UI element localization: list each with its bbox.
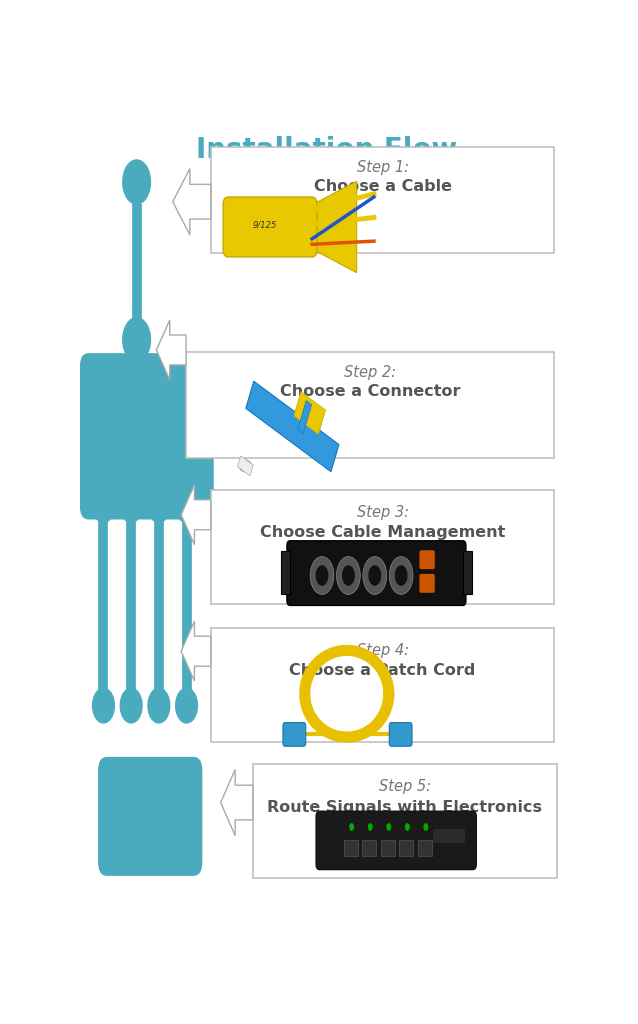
Text: Choose a Connector: Choose a Connector: [280, 384, 461, 399]
FancyBboxPatch shape: [253, 764, 557, 879]
Polygon shape: [237, 456, 253, 476]
Circle shape: [389, 557, 413, 594]
Text: Installation Flow: Installation Flow: [197, 136, 457, 165]
FancyBboxPatch shape: [399, 841, 413, 856]
Text: Step 3:: Step 3:: [357, 505, 408, 520]
FancyBboxPatch shape: [418, 841, 432, 856]
Circle shape: [349, 823, 354, 830]
FancyBboxPatch shape: [186, 351, 554, 458]
Circle shape: [310, 557, 334, 594]
Circle shape: [336, 557, 360, 594]
Circle shape: [93, 688, 114, 723]
Polygon shape: [181, 484, 211, 545]
FancyBboxPatch shape: [211, 628, 554, 741]
Circle shape: [363, 557, 387, 594]
FancyBboxPatch shape: [98, 757, 202, 876]
FancyBboxPatch shape: [419, 573, 434, 593]
Text: Step 1:: Step 1:: [357, 161, 408, 175]
Polygon shape: [173, 169, 211, 234]
Circle shape: [405, 823, 410, 830]
Polygon shape: [156, 319, 186, 380]
FancyBboxPatch shape: [381, 841, 395, 856]
Circle shape: [175, 688, 197, 723]
Text: 9/125: 9/125: [253, 221, 278, 229]
Circle shape: [342, 565, 355, 586]
FancyBboxPatch shape: [287, 541, 466, 605]
Polygon shape: [293, 392, 325, 434]
Polygon shape: [312, 181, 357, 272]
FancyBboxPatch shape: [362, 841, 376, 856]
FancyBboxPatch shape: [80, 353, 214, 519]
FancyBboxPatch shape: [344, 841, 358, 856]
Polygon shape: [181, 622, 211, 681]
Circle shape: [368, 565, 381, 586]
FancyBboxPatch shape: [419, 550, 434, 569]
Circle shape: [122, 160, 151, 204]
Text: Choose a Patch Cord: Choose a Patch Cord: [290, 664, 476, 679]
Polygon shape: [221, 769, 253, 836]
Circle shape: [121, 488, 142, 522]
Circle shape: [93, 488, 114, 522]
FancyBboxPatch shape: [463, 551, 472, 594]
FancyBboxPatch shape: [283, 723, 306, 746]
Circle shape: [424, 823, 428, 830]
FancyBboxPatch shape: [433, 828, 466, 843]
Circle shape: [148, 488, 170, 522]
FancyBboxPatch shape: [211, 146, 554, 253]
FancyBboxPatch shape: [281, 551, 290, 594]
FancyBboxPatch shape: [223, 197, 317, 257]
Circle shape: [395, 565, 408, 586]
Circle shape: [175, 488, 197, 522]
Ellipse shape: [239, 460, 251, 472]
Text: Choose Cable Management: Choose Cable Management: [260, 525, 505, 541]
Text: Route Signals with Electronics: Route Signals with Electronics: [267, 800, 542, 815]
FancyBboxPatch shape: [316, 811, 477, 869]
Text: Step 4:: Step 4:: [357, 643, 408, 657]
Text: Choose a Cable: Choose a Cable: [314, 179, 452, 195]
Circle shape: [122, 317, 151, 361]
Polygon shape: [246, 381, 339, 472]
Circle shape: [367, 823, 373, 830]
FancyBboxPatch shape: [389, 723, 412, 746]
Circle shape: [386, 823, 391, 830]
FancyBboxPatch shape: [211, 489, 554, 604]
Text: Step 2:: Step 2:: [345, 366, 396, 380]
Polygon shape: [298, 400, 311, 433]
Text: Step 5:: Step 5:: [379, 779, 431, 795]
Circle shape: [316, 565, 329, 586]
Circle shape: [148, 688, 170, 723]
Circle shape: [121, 688, 142, 723]
